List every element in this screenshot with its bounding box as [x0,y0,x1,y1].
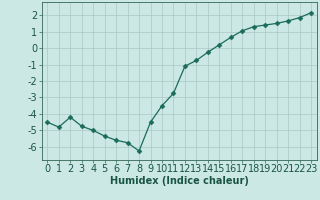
X-axis label: Humidex (Indice chaleur): Humidex (Indice chaleur) [110,176,249,186]
